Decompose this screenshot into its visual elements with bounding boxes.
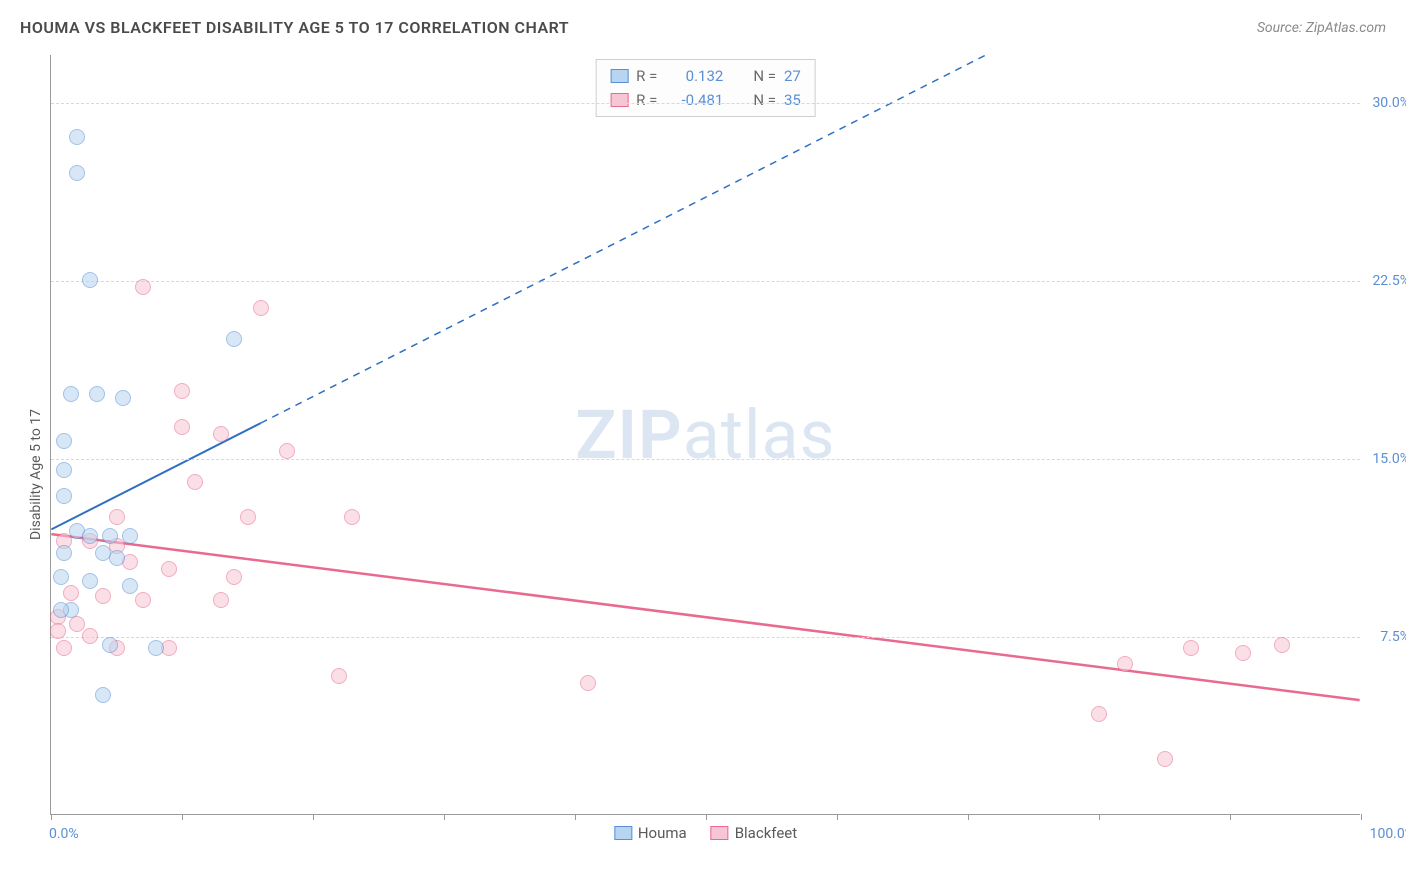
blackfeet-point — [174, 383, 190, 399]
blackfeet-point — [580, 675, 596, 691]
blackfeet-point — [1274, 637, 1290, 653]
houma-point — [56, 462, 72, 478]
blackfeet-point — [213, 426, 229, 442]
houma-point — [102, 528, 118, 544]
houma-point — [122, 578, 138, 594]
x-tick — [182, 814, 183, 820]
swatch-blackfeet — [610, 93, 628, 107]
legend-item-houma: Houma — [614, 824, 687, 842]
r-label: R = — [636, 64, 657, 88]
y-tick-label: 15.0% — [1362, 451, 1406, 467]
blackfeet-n-value: 35 — [784, 88, 801, 112]
blackfeet-point — [69, 616, 85, 632]
blackfeet-point — [1183, 640, 1199, 656]
legend-series: Houma Blackfeet — [614, 824, 797, 842]
blackfeet-point — [187, 474, 203, 490]
blackfeet-r-value: -0.481 — [665, 88, 723, 112]
blackfeet-point — [50, 623, 66, 639]
houma-point — [63, 386, 79, 402]
houma-point — [102, 637, 118, 653]
plot-area: ZIPatlas R = 0.132 N = 27 R = -0.481 N =… — [50, 55, 1360, 815]
gridline — [51, 637, 1360, 638]
x-tick — [51, 814, 52, 820]
blackfeet-point — [226, 569, 242, 585]
legend-item-blackfeet: Blackfeet — [711, 824, 797, 842]
watermark-rest: atlas — [683, 395, 836, 475]
blackfeet-point — [344, 509, 360, 525]
gridline — [51, 281, 1360, 282]
houma-point — [82, 528, 98, 544]
houma-n-value: 27 — [784, 64, 801, 88]
blackfeet-point — [135, 592, 151, 608]
houma-point — [109, 550, 125, 566]
x-tick — [313, 814, 314, 820]
n-label: N = — [753, 88, 776, 112]
houma-point — [122, 528, 138, 544]
houma-point — [95, 687, 111, 703]
legend-blackfeet-label: Blackfeet — [735, 824, 797, 842]
houma-point — [53, 569, 69, 585]
x-tick — [706, 814, 707, 820]
houma-point — [82, 272, 98, 288]
source-label: Source: ZipAtlas.com — [1257, 20, 1386, 36]
legend-row-houma: R = 0.132 N = 27 — [610, 64, 801, 88]
blackfeet-point — [253, 300, 269, 316]
blackfeet-point — [161, 561, 177, 577]
watermark-bold: ZIP — [575, 395, 682, 475]
blackfeet-point — [109, 509, 125, 525]
houma-point — [56, 433, 72, 449]
x-tick — [837, 814, 838, 820]
blackfeet-point — [331, 668, 347, 684]
y-tick-label: 7.5% — [1362, 629, 1406, 645]
blackfeet-point — [240, 509, 256, 525]
chart-title: HOUMA VS BLACKFEET DISABILITY AGE 5 TO 1… — [20, 18, 569, 37]
x-tick — [575, 814, 576, 820]
houma-point — [226, 331, 242, 347]
gridline — [51, 459, 1360, 460]
y-tick-label: 30.0% — [1362, 95, 1406, 111]
houma-point — [69, 165, 85, 181]
blackfeet-point — [1235, 645, 1251, 661]
blackfeet-point — [213, 592, 229, 608]
x-tick — [1361, 814, 1362, 820]
trend-lines — [51, 55, 1360, 814]
blackfeet-point — [1157, 751, 1173, 767]
blackfeet-point — [63, 585, 79, 601]
blackfeet-point — [82, 628, 98, 644]
houma-point — [82, 573, 98, 589]
y-tick-label: 22.5% — [1362, 273, 1406, 289]
swatch-houma-icon — [614, 826, 632, 840]
blackfeet-point — [279, 443, 295, 459]
legend-row-blackfeet: R = -0.481 N = 35 — [610, 88, 801, 112]
houma-r-value: 0.132 — [665, 64, 723, 88]
houma-point — [56, 488, 72, 504]
x-tick — [444, 814, 445, 820]
n-label: N = — [753, 64, 776, 88]
legend-correlation: R = 0.132 N = 27 R = -0.481 N = 35 — [595, 59, 816, 117]
gridline — [51, 103, 1360, 104]
houma-point — [53, 602, 69, 618]
blackfeet-point — [1117, 656, 1133, 672]
houma-point — [148, 640, 164, 656]
blackfeet-point — [1091, 706, 1107, 722]
x-tick — [1099, 814, 1100, 820]
swatch-blackfeet-icon — [711, 826, 729, 840]
watermark: ZIPatlas — [575, 395, 835, 475]
swatch-houma — [610, 69, 628, 83]
blackfeet-point — [56, 640, 72, 656]
r-label: R = — [636, 88, 657, 112]
houma-point — [89, 386, 105, 402]
houma-point — [56, 545, 72, 561]
blackfeet-point — [95, 588, 111, 604]
x-tick — [1230, 814, 1231, 820]
blackfeet-point — [174, 419, 190, 435]
x-max-label: 100.0% — [1370, 826, 1406, 842]
houma-point — [115, 390, 131, 406]
legend-houma-label: Houma — [638, 824, 687, 842]
houma-point — [69, 129, 85, 145]
y-axis-title: Disability Age 5 to 17 — [28, 409, 44, 540]
x-min-label: 0.0% — [49, 826, 79, 842]
x-tick — [968, 814, 969, 820]
blackfeet-point — [135, 279, 151, 295]
